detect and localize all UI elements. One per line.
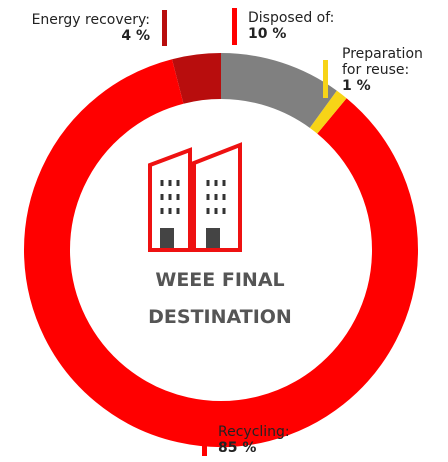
slice-label: Disposed of: 10 % bbox=[248, 10, 334, 42]
slice bbox=[220, 53, 337, 129]
label-bar bbox=[232, 8, 237, 45]
slice-label: Energy recovery: 4 % bbox=[32, 12, 150, 44]
label-bar bbox=[323, 60, 328, 98]
building-icon bbox=[148, 142, 242, 252]
category-label: Disposed of: bbox=[248, 10, 335, 26]
slice bbox=[309, 90, 347, 134]
label-bar bbox=[162, 10, 167, 46]
slice-label: Preparation for reuse: 1 % bbox=[342, 46, 432, 94]
value-label: 10 % bbox=[248, 26, 287, 42]
slice bbox=[24, 59, 418, 447]
value-label: 4 % bbox=[121, 28, 150, 44]
slice bbox=[172, 53, 222, 104]
value-label: 1 % bbox=[342, 78, 371, 94]
category-label: Recycling: bbox=[218, 424, 290, 440]
slice-label: Recycling: 85 % bbox=[218, 424, 290, 456]
label-bar bbox=[202, 418, 207, 456]
category-label: Energy recovery: bbox=[31, 12, 150, 28]
category-label: Preparation for reuse: bbox=[342, 46, 423, 78]
center-label: WEEE FINAL DESTINATION bbox=[148, 269, 292, 328]
value-label: 85 % bbox=[218, 440, 257, 456]
